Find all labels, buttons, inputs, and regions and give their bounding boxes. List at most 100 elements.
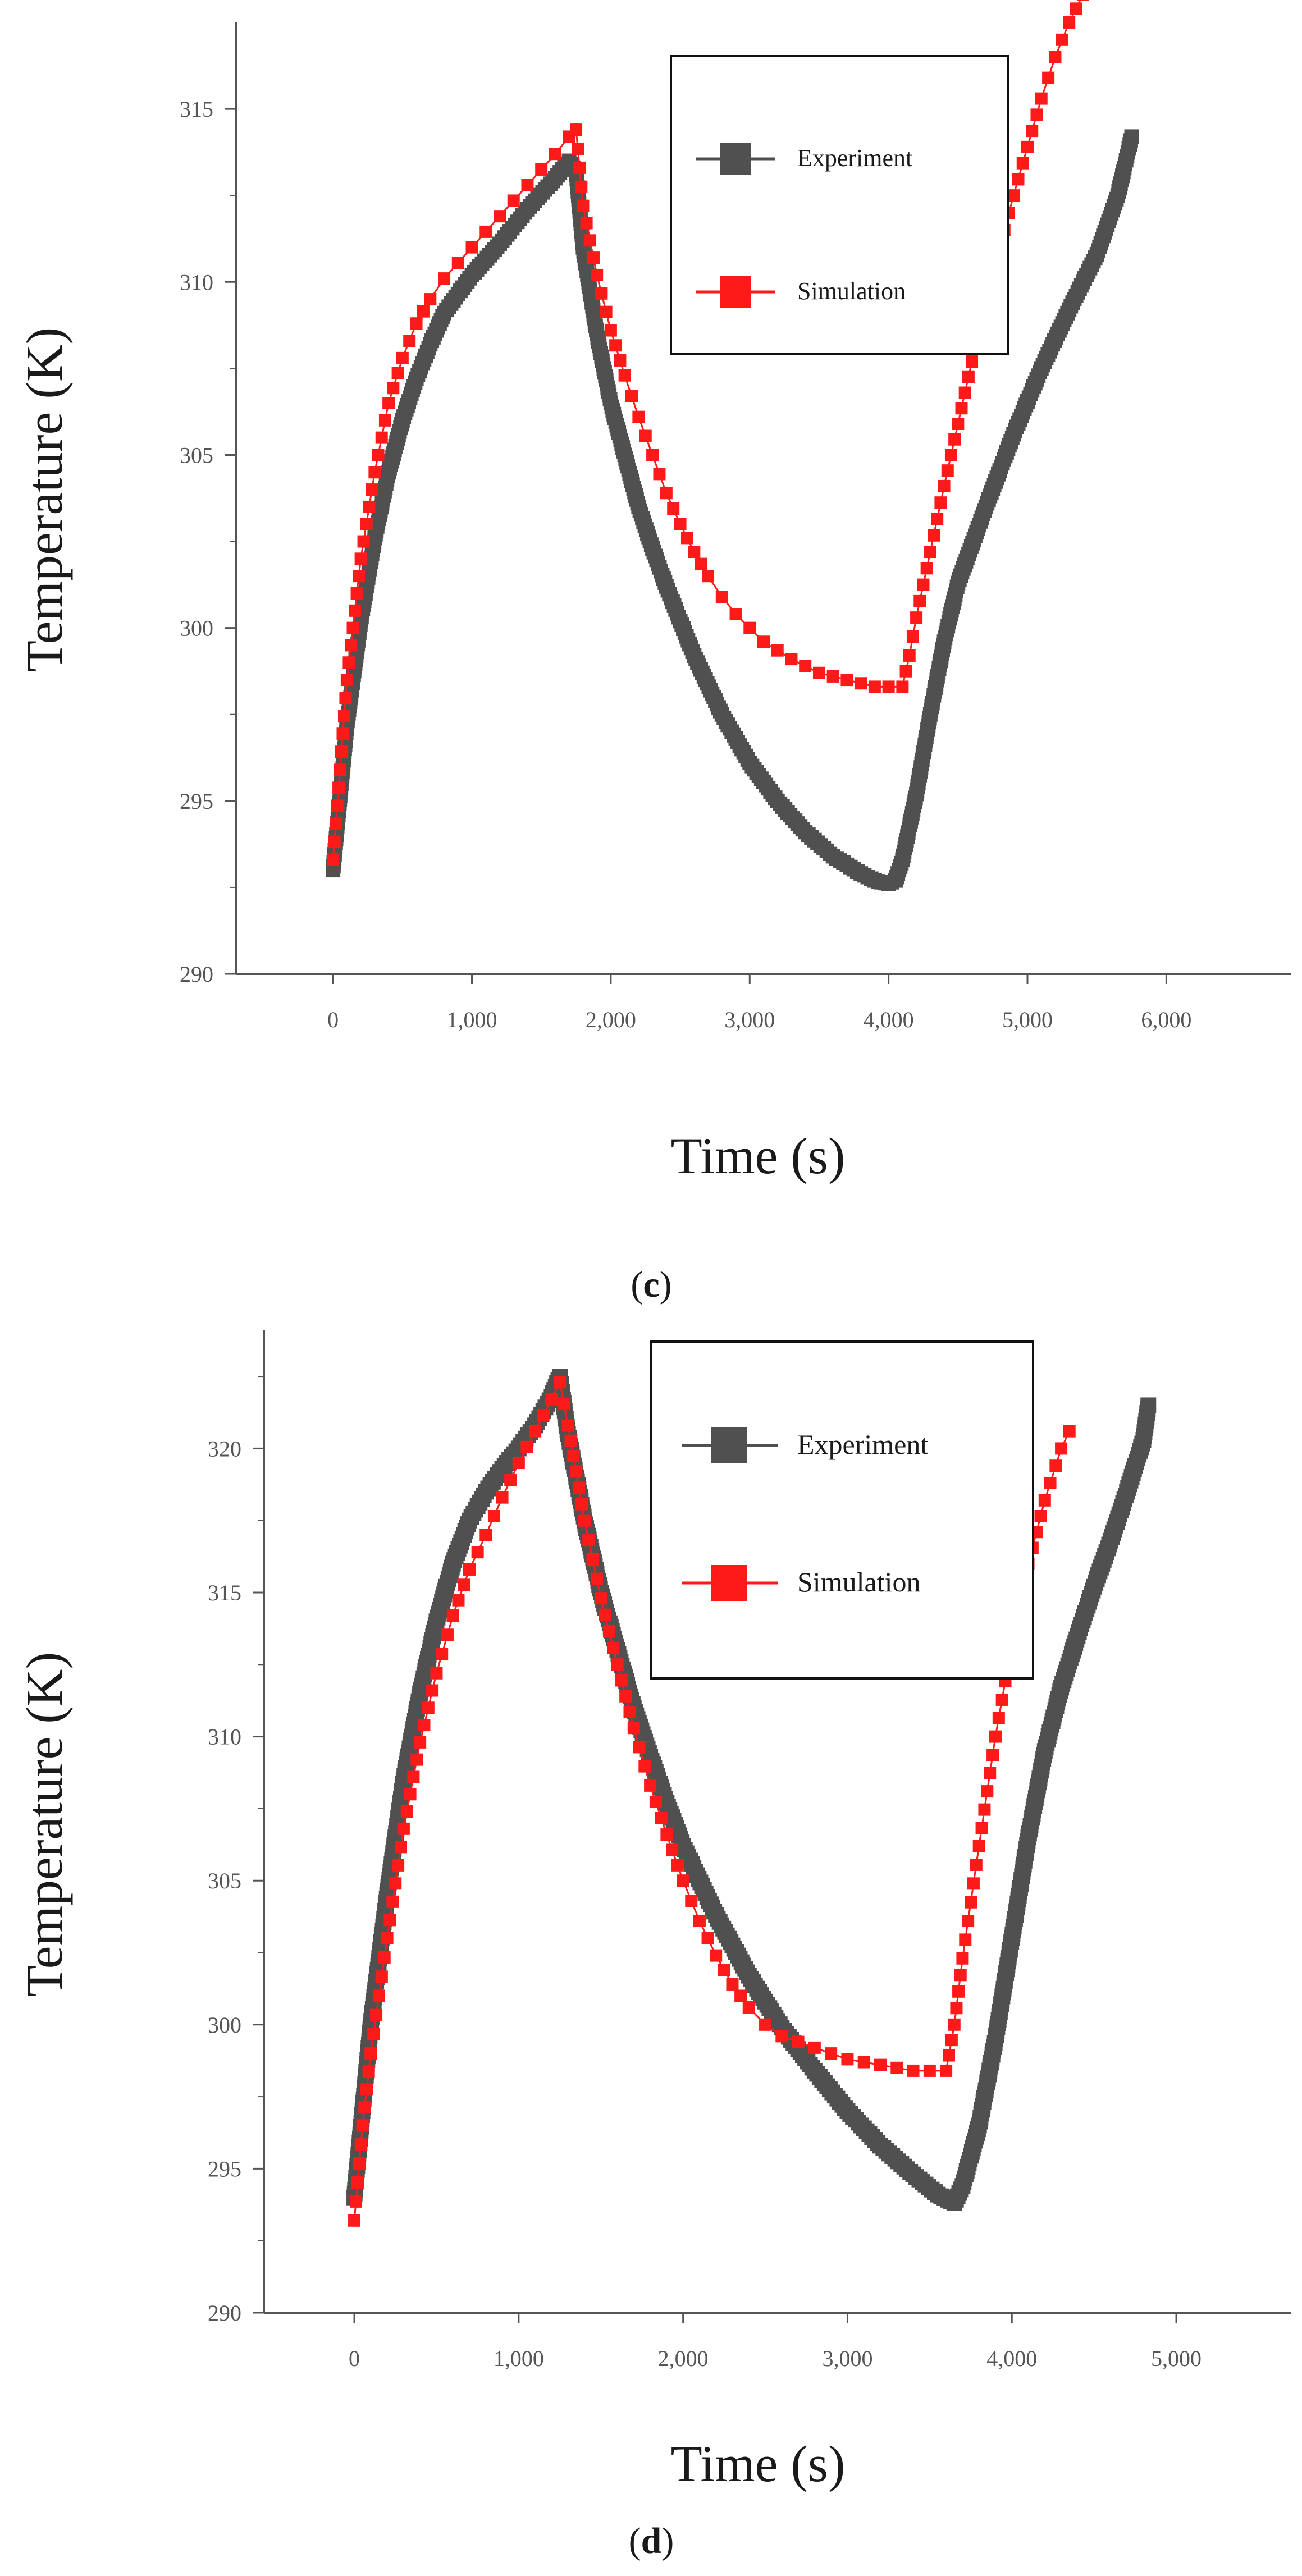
x-tick-label-d-1: 1,000 (494, 2346, 544, 2371)
point-simulation-c (368, 466, 381, 479)
panel-label-d: (d) (629, 2520, 674, 2561)
point-simulation-d (414, 1736, 427, 1749)
x-tick-label-d-3: 3,000 (822, 2346, 872, 2371)
point-experiment-c (1124, 129, 1139, 144)
point-simulation-d (558, 1397, 570, 1410)
point-simulation-d (452, 1594, 465, 1607)
point-simulation-d (407, 1770, 420, 1783)
point-simulation-c (625, 390, 638, 402)
point-simulation-d (948, 2018, 961, 2031)
x-axis-label-c: Time (s) (671, 1127, 846, 1184)
point-simulation-c (938, 479, 951, 492)
point-simulation-d (397, 1822, 410, 1835)
point-simulation-c (966, 355, 979, 368)
y-tick-label-c-2: 300 (180, 616, 213, 641)
point-simulation-c (328, 835, 341, 848)
point-simulation-d (575, 1498, 588, 1511)
point-simulation-c (903, 649, 916, 662)
point-simulation-c (1035, 92, 1048, 105)
point-simulation-c (535, 163, 548, 176)
point-simulation-c (771, 644, 784, 657)
point-simulation-d (372, 1989, 385, 2002)
point-simulation-c (391, 367, 404, 379)
point-simulation-d (348, 2214, 361, 2227)
point-simulation-c (342, 656, 355, 669)
point-simulation-d (956, 1952, 969, 1965)
point-simulation-d (441, 1628, 454, 1641)
x-tick-label-c-2: 2,000 (586, 1007, 636, 1032)
point-simulation-d (378, 1951, 391, 1964)
point-simulation-c (591, 268, 604, 281)
point-simulation-d (965, 1896, 977, 1909)
point-simulation-c (899, 665, 912, 678)
point-simulation-c (667, 502, 680, 515)
point-simulation-c (331, 799, 344, 812)
point-simulation-d (890, 2061, 903, 2074)
point-simulation-d (422, 1701, 435, 1714)
point-simulation-c (913, 594, 926, 607)
point-simulation-d (364, 2047, 377, 2060)
point-simulation-c (573, 161, 586, 174)
point-simulation-c (674, 518, 687, 530)
point-simulation-c (1012, 173, 1025, 186)
point-simulation-d (627, 1722, 640, 1735)
y-tick-label-d-1: 295 (208, 2156, 241, 2181)
point-simulation-d (578, 1514, 591, 1527)
point-simulation-c (587, 251, 600, 264)
point-simulation-c (572, 142, 584, 155)
point-simulation-c (910, 611, 923, 624)
series-d (346, 1369, 1157, 2227)
point-simulation-d (392, 1859, 405, 1872)
point-simulation-d (554, 1376, 567, 1389)
legend-simulation-label-d: Simulation (797, 1566, 920, 1598)
legend-simulation-marker-c (720, 276, 751, 308)
point-simulation-d (907, 2064, 920, 2077)
point-simulation-d (685, 1895, 698, 1907)
point-simulation-d (972, 1840, 985, 1852)
x-tick-label-d-0: 0 (349, 2346, 360, 2371)
point-simulation-c (349, 604, 362, 617)
point-simulation-d (962, 1915, 975, 1928)
point-simulation-c (339, 692, 352, 704)
point-simulation-c (941, 464, 954, 477)
point-simulation-c (340, 674, 353, 687)
point-simulation-c (1063, 16, 1076, 29)
point-simulation-d (395, 1841, 407, 1854)
point-simulation-d (615, 1674, 628, 1687)
point-simulation-d (370, 2008, 383, 2021)
x-tick-label-c-6: 6,000 (1141, 1007, 1191, 1032)
point-simulation-c (632, 410, 645, 423)
point-simulation-c (702, 570, 715, 583)
point-simulation-c (931, 513, 944, 525)
point-simulation-d (649, 1795, 662, 1808)
point-simulation-c (1056, 33, 1068, 46)
point-simulation-d (611, 1658, 624, 1671)
y-axis-label-c: Temperature (K) (16, 327, 73, 672)
point-simulation-c (799, 660, 812, 672)
point-simulation-c (336, 727, 349, 740)
point-simulation-d (954, 1969, 967, 1982)
point-simulation-d (436, 1648, 449, 1660)
x-axis-label-d: Time (s) (671, 2435, 846, 2492)
point-simulation-d (943, 2049, 955, 2062)
point-simulation-c (604, 324, 617, 337)
point-simulation-d (602, 1625, 615, 1638)
point-simulation-c (577, 199, 590, 212)
point-simulation-d (404, 1788, 417, 1801)
legend-simulation-label-c: Simulation (797, 277, 906, 305)
point-simulation-d (693, 1915, 706, 1928)
point-simulation-c (575, 180, 588, 193)
point-simulation-d (375, 1970, 388, 1983)
y-tick-label-d-2: 300 (208, 2012, 241, 2038)
point-simulation-d (367, 2028, 380, 2040)
point-simulation-d (984, 1767, 997, 1779)
point-simulation-c (1070, 2, 1082, 15)
point-simulation-c (479, 225, 492, 238)
y-tick-label-d-3: 305 (208, 1868, 241, 1893)
panel-label-d-letter: d (641, 2520, 662, 2561)
x-tick-label-c-5: 5,000 (1002, 1007, 1053, 1032)
point-simulation-d (586, 1553, 599, 1566)
point-simulation-c (332, 781, 345, 794)
point-simulation-c (1021, 140, 1034, 153)
